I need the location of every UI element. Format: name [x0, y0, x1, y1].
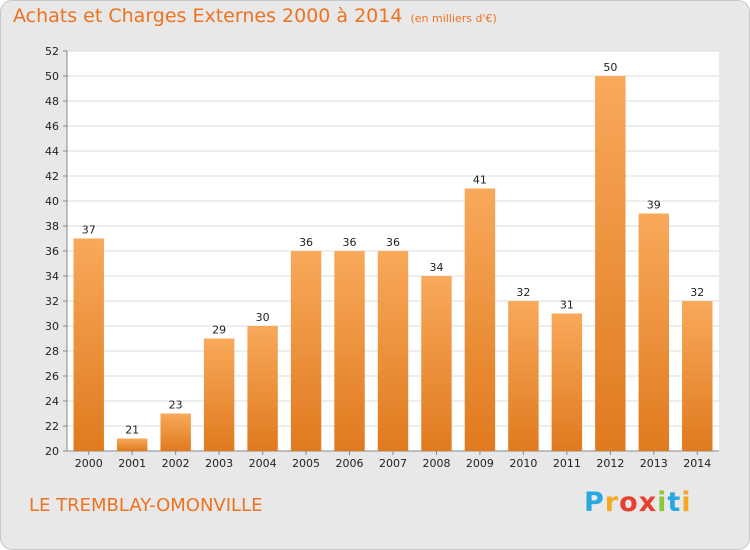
bar-value-label: 41 [473, 174, 487, 187]
bar-2001 [116, 438, 148, 451]
y-tick-label: 48 [45, 95, 59, 108]
y-tick-label: 52 [45, 45, 59, 58]
x-tick-label: 2012 [596, 457, 624, 470]
bar-2002 [160, 413, 191, 451]
bar-value-label: 37 [82, 224, 96, 237]
y-tick-label: 44 [45, 145, 59, 158]
logo-letter: x [638, 487, 658, 518]
bar-value-label: 29 [212, 324, 226, 337]
bar-2013 [638, 213, 670, 451]
commune-name: LE TREMBLAY-OMONVILLE [29, 495, 263, 516]
y-tick-label: 28 [45, 345, 59, 358]
y-tick-label: 24 [45, 395, 59, 408]
y-tick-label: 22 [45, 420, 59, 433]
bar-2012 [595, 76, 626, 451]
bar-2011 [551, 313, 583, 451]
logo-letter: i [681, 487, 692, 518]
logo-letter: r [604, 487, 620, 518]
bar-value-label: 36 [343, 236, 357, 249]
bar-2014 [682, 301, 713, 451]
x-tick-label: 2006 [336, 457, 364, 470]
y-tick-label: 32 [45, 295, 59, 308]
x-tick-label: 2010 [509, 457, 537, 470]
bar-value-label: 39 [647, 199, 661, 212]
bar-2005 [290, 251, 322, 451]
labels: 20 22 24 26 28 30 32 34 36 38 40 42 44 46 48 50 52 37 2000… [45, 45, 711, 470]
logo-letter: P [584, 487, 605, 518]
bar-value-label: 36 [386, 236, 400, 249]
bar-2000 [73, 238, 104, 451]
x-tick-label: 2008 [422, 457, 450, 470]
logo-letter: i [657, 487, 668, 518]
x-tick-label: 2011 [553, 457, 581, 470]
y-tick-label: 30 [45, 320, 59, 333]
proxiti-logo: Proxiti [584, 487, 692, 518]
bar-2010 [508, 301, 539, 451]
y-tick-label: 20 [45, 445, 59, 458]
x-tick-label: 2013 [640, 457, 668, 470]
y-tick-label: 40 [45, 195, 59, 208]
bar-2004 [247, 326, 278, 451]
chart-title-main: Achats et Charges Externes 2000 à 2014 [13, 5, 403, 27]
x-tick-label: 2005 [292, 457, 320, 470]
chart-subtitle: (en milliers d'€) [410, 12, 497, 25]
bar-value-label: 31 [560, 299, 574, 312]
bar-2006 [334, 251, 365, 451]
bar-value-label: 32 [690, 286, 704, 299]
bar-value-label: 30 [256, 311, 270, 324]
x-tick-label: 2009 [466, 457, 494, 470]
bar-value-label: 34 [429, 261, 443, 274]
x-tick-label: 2014 [683, 457, 711, 470]
logo-letter: t [667, 487, 682, 518]
bar-2003 [203, 338, 235, 451]
y-tick-label: 42 [45, 170, 59, 183]
y-tick-label: 38 [45, 220, 59, 233]
x-tick-label: 2002 [162, 457, 190, 470]
y-tick-label: 36 [45, 245, 59, 258]
bar-2009 [464, 188, 496, 451]
bars [73, 76, 713, 451]
x-tick-label: 2007 [379, 457, 407, 470]
y-tick-label: 34 [45, 270, 59, 283]
bar-value-label: 36 [299, 236, 313, 249]
bar-value-label: 32 [516, 286, 530, 299]
x-tick-label: 2003 [205, 457, 233, 470]
logo-letter: o [619, 487, 639, 518]
bar-2008 [421, 276, 452, 451]
x-tick-label: 2001 [118, 457, 146, 470]
y-tick-label: 26 [45, 370, 59, 383]
y-tick-label: 50 [45, 70, 59, 83]
bar-value-label: 21 [125, 424, 139, 437]
x-tick-label: 2004 [249, 457, 277, 470]
bar-value-label: 23 [169, 399, 183, 412]
chart-title: Achats et Charges Externes 2000 à 2014 (e… [13, 5, 497, 27]
bar-2007 [377, 251, 409, 451]
y-tick-label: 46 [45, 120, 59, 133]
bar-value-label: 50 [603, 61, 617, 74]
x-tick-label: 2000 [75, 457, 103, 470]
